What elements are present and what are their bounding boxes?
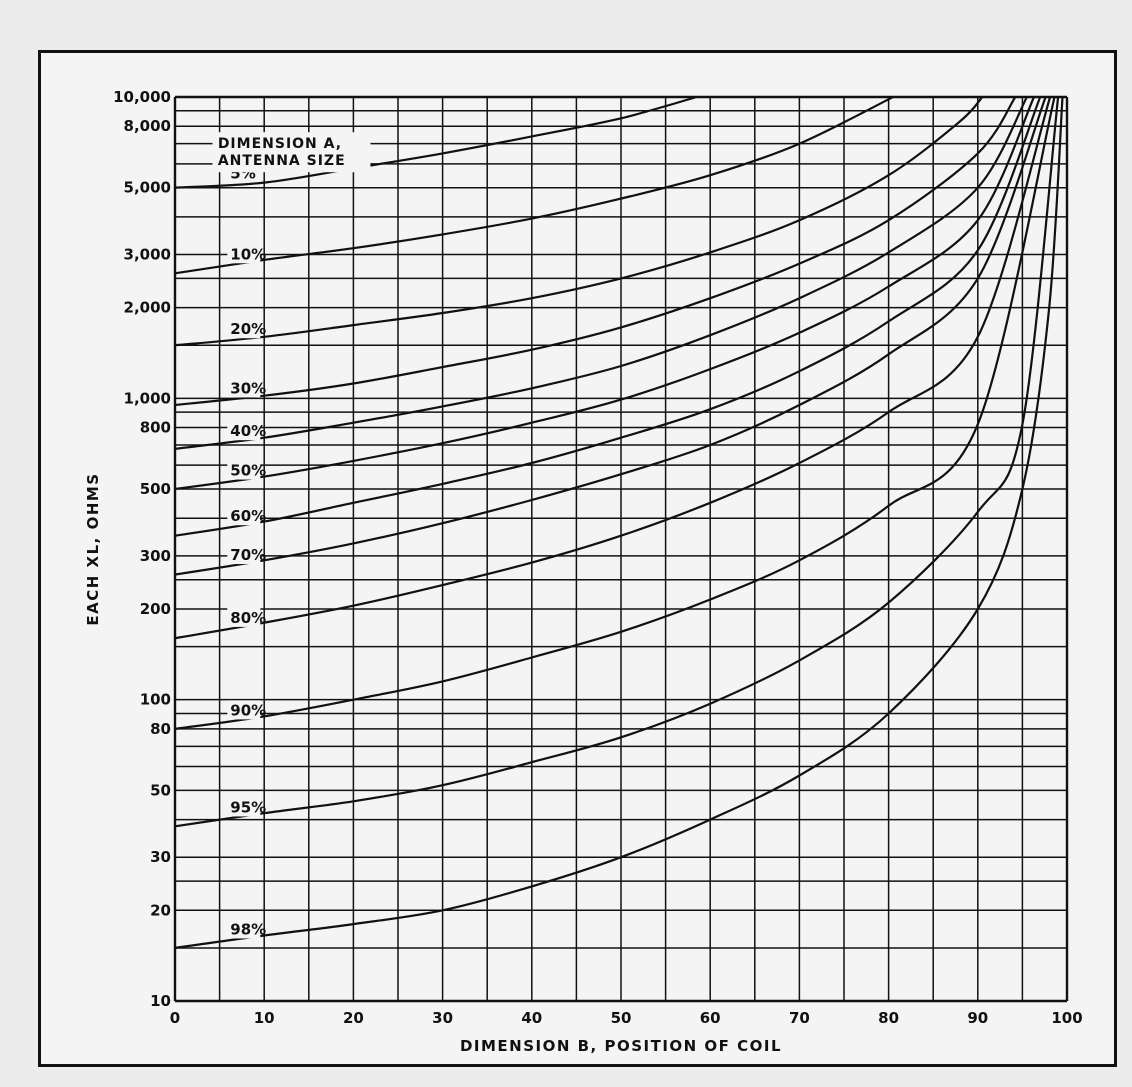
series-labels: 5%10%20%30%40%50%60%70%80%90%95%98%	[227, 163, 266, 939]
y-tick-label: 30	[150, 848, 171, 866]
chart-plot: 0 10 20 30 40 50 60 70 80 90 100102030508010020030…	[84, 88, 1083, 1055]
y-tick-label: 100	[140, 691, 171, 709]
series-label: 80%	[230, 609, 266, 627]
tick-labels: 0 10 20 30 40 50 60 70 80 90 100102030508010020030…	[113, 88, 1083, 1027]
y-tick-label: 8,000	[124, 117, 171, 135]
y-tick-label: 2,000	[124, 299, 171, 317]
series-label-bg	[227, 378, 261, 398]
series-label-bg	[227, 919, 261, 939]
y-axis-title: EACH XL, OHMS	[84, 472, 102, 625]
series-line	[174, 96, 1060, 828]
x-axis-title: DIMENSION B, POSITION OF COIL	[460, 1037, 782, 1055]
legend-title-line: DIMENSION A,	[218, 136, 342, 152]
series-label-bg	[227, 506, 261, 526]
x-tick-label: 80	[878, 1009, 899, 1027]
legend-title-line: ANTENNA SIZE	[218, 153, 346, 169]
series-label-bg	[227, 545, 261, 565]
series-line	[174, 96, 1052, 640]
series-line	[174, 96, 1017, 407]
series-line	[174, 96, 1028, 450]
series-label: 95%	[230, 798, 266, 816]
x-tick-label: 70	[789, 1009, 810, 1027]
x-tick-label: 20	[343, 1009, 364, 1027]
series-label: 98%	[230, 920, 266, 938]
y-tick-label: 10,000	[113, 88, 171, 106]
y-tick-label: 800	[140, 419, 171, 437]
y-tick-label: 200	[140, 600, 171, 618]
series-label-bg	[227, 607, 261, 627]
series-label: 40%	[230, 422, 266, 440]
series-label: 70%	[230, 546, 266, 564]
series-label-bg	[227, 460, 261, 480]
y-tick-label: 50	[150, 781, 171, 799]
x-tick-label: 40	[521, 1009, 542, 1027]
series-line	[174, 96, 984, 347]
series-label-bg	[227, 700, 261, 720]
series-label: 90%	[230, 701, 266, 719]
series-label-bg	[227, 421, 261, 441]
series-label-bg	[227, 797, 261, 817]
x-tick-label: 90	[967, 1009, 988, 1027]
series-line	[174, 96, 1042, 537]
y-tick-label: 10	[150, 992, 171, 1010]
legend-title-bg	[212, 132, 371, 173]
series-label: 30%	[230, 379, 266, 397]
y-tick-label: 3,000	[124, 246, 171, 264]
series-line	[174, 96, 1047, 576]
x-tick-label: 0	[170, 1009, 180, 1027]
x-tick-label: 100	[1051, 1009, 1082, 1027]
series-line	[174, 96, 1064, 949]
series-label: 20%	[230, 320, 266, 338]
series-label-bg	[227, 319, 261, 339]
series-line	[174, 96, 1036, 491]
y-tick-label: 1,000	[124, 389, 171, 407]
curves	[174, 95, 1064, 949]
grid	[173, 95, 1069, 1003]
series-label: 60%	[230, 507, 266, 525]
series-label: 50%	[230, 462, 266, 480]
series-label: 10%	[230, 245, 266, 263]
series-line	[174, 96, 1056, 730]
y-tick-label: 5,000	[124, 179, 171, 197]
series-label-bg	[227, 244, 261, 264]
y-tick-label: 300	[140, 547, 171, 565]
y-tick-label: 500	[140, 480, 171, 498]
y-tick-label: 80	[150, 720, 171, 738]
y-tick-label: 20	[150, 901, 171, 919]
x-tick-label: 30	[432, 1009, 453, 1027]
x-tick-label: 60	[700, 1009, 721, 1027]
legend-title: DIMENSION A,ANTENNA SIZE	[212, 132, 371, 173]
x-tick-label: 10	[254, 1009, 275, 1027]
x-tick-label: 50	[611, 1009, 632, 1027]
series-line	[174, 95, 698, 189]
series-line	[174, 96, 894, 275]
chart-frame: 0 10 20 30 40 50 60 70 80 90 100 10 20 30 50 80 100 200 30…	[38, 50, 1117, 1067]
